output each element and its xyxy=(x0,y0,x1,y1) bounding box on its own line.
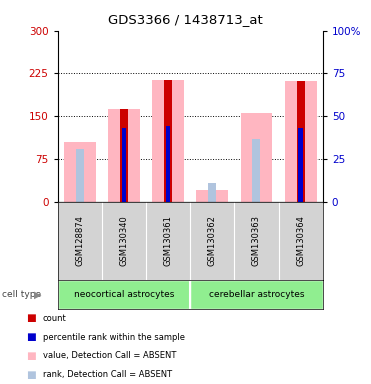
Bar xyxy=(297,127,305,202)
Text: neocortical astrocytes: neocortical astrocytes xyxy=(73,290,174,299)
Bar xyxy=(240,113,272,202)
Text: GSM128874: GSM128874 xyxy=(75,215,84,266)
Text: cell type: cell type xyxy=(2,290,41,299)
Bar xyxy=(190,280,323,309)
Bar xyxy=(208,184,216,202)
Text: ■: ■ xyxy=(26,313,36,323)
Bar xyxy=(108,109,140,202)
Bar xyxy=(164,80,172,202)
Text: ■: ■ xyxy=(26,332,36,342)
Text: rank, Detection Call = ABSENT: rank, Detection Call = ABSENT xyxy=(43,370,172,379)
Text: ■: ■ xyxy=(26,351,36,361)
Text: GSM130363: GSM130363 xyxy=(252,215,261,266)
Text: ▶: ▶ xyxy=(34,290,42,300)
Bar xyxy=(297,81,305,202)
Bar xyxy=(64,142,95,202)
Bar xyxy=(164,126,172,202)
Bar xyxy=(196,190,228,202)
Text: GSM130364: GSM130364 xyxy=(296,215,305,266)
Text: GSM130361: GSM130361 xyxy=(164,215,173,266)
Text: GSM130362: GSM130362 xyxy=(208,215,217,266)
Text: ■: ■ xyxy=(26,370,36,380)
Text: count: count xyxy=(43,314,66,323)
Bar xyxy=(120,127,128,202)
Bar xyxy=(122,127,126,202)
Text: value, Detection Call = ABSENT: value, Detection Call = ABSENT xyxy=(43,351,176,361)
Bar xyxy=(166,126,170,202)
Text: cerebellar astrocytes: cerebellar astrocytes xyxy=(209,290,304,299)
Text: percentile rank within the sample: percentile rank within the sample xyxy=(43,333,185,342)
Bar xyxy=(152,80,184,202)
Bar xyxy=(120,109,128,202)
Bar xyxy=(253,139,260,202)
Bar xyxy=(58,280,190,309)
Bar xyxy=(298,127,303,202)
Text: GDS3366 / 1438713_at: GDS3366 / 1438713_at xyxy=(108,13,263,26)
Bar xyxy=(76,149,83,202)
Bar xyxy=(285,81,316,202)
Text: GSM130340: GSM130340 xyxy=(119,215,128,266)
